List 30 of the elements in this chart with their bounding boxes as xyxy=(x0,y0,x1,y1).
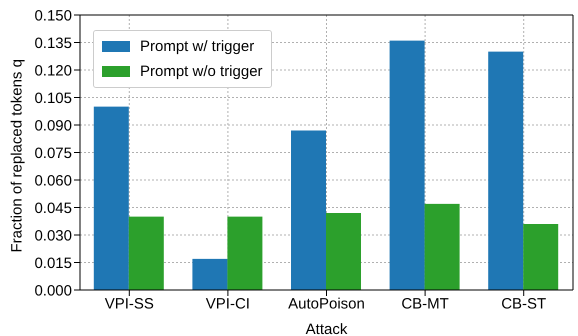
y-tick-label: 0.120 xyxy=(34,62,72,80)
y-tick-label: 0.060 xyxy=(34,172,72,190)
y-tick-label: 0.030 xyxy=(34,227,72,244)
legend-label: Prompt w/o trigger xyxy=(140,63,263,80)
legend-label: Prompt w/ trigger xyxy=(140,38,254,55)
bar xyxy=(326,213,362,290)
y-tick-label: 0.075 xyxy=(34,144,72,162)
bar xyxy=(94,106,129,290)
bar xyxy=(192,258,228,290)
x-tick-label: AutoPoison xyxy=(288,296,365,313)
x-tick-label: VPI-SS xyxy=(104,296,154,313)
bar xyxy=(488,52,524,290)
y-tick-label: 0.150 xyxy=(34,7,72,24)
bar xyxy=(523,224,558,290)
y-tick-label: 0.000 xyxy=(34,282,72,300)
y-tick-label: 0.045 xyxy=(34,200,72,217)
bar xyxy=(227,216,262,290)
bar xyxy=(128,216,164,290)
y-tick-label: 0.105 xyxy=(34,90,72,107)
x-tick-label: CB-MT xyxy=(401,296,449,313)
bar xyxy=(390,40,425,290)
x-tick-label: CB-ST xyxy=(501,296,546,313)
bar xyxy=(291,130,326,290)
bar xyxy=(424,204,460,290)
x-axis-title: Attack xyxy=(306,321,348,336)
y-tick-label: 0.015 xyxy=(34,254,72,272)
x-tick-label: VPI-CI xyxy=(206,296,250,313)
y-axis-title: Fraction of replaced tokens q xyxy=(8,59,26,252)
y-tick-label: 0.090 xyxy=(34,117,72,134)
y-tick-label: 0.135 xyxy=(34,34,72,52)
